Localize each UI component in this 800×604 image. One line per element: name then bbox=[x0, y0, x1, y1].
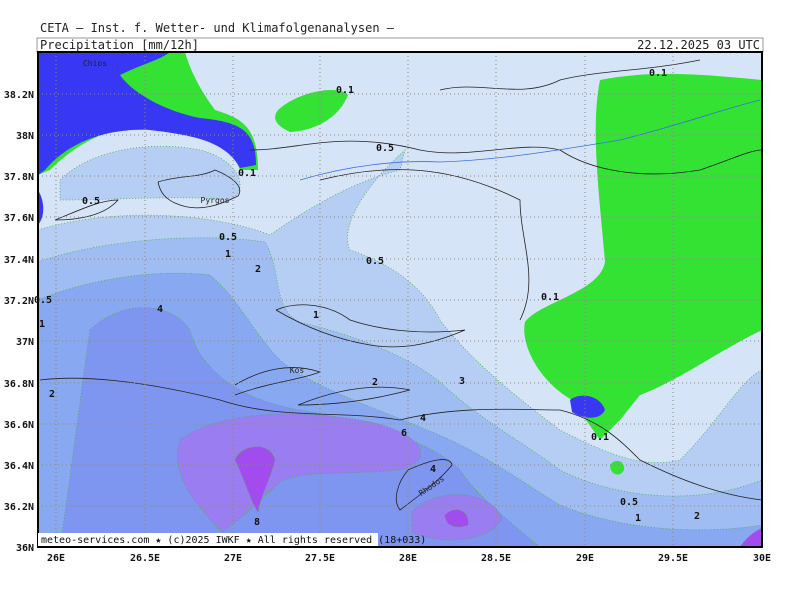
coastline bbox=[319, 169, 530, 321]
y-axis-label: 36N bbox=[16, 543, 34, 554]
y-axis-label: 38N bbox=[16, 131, 34, 142]
y-axis-label: 38.2N bbox=[4, 90, 34, 101]
contour-label: 0.5 bbox=[219, 232, 237, 243]
y-axis-label: 36.6N bbox=[4, 420, 34, 431]
coastline bbox=[249, 140, 762, 175]
coastline bbox=[275, 304, 466, 348]
precip-area bbox=[570, 395, 605, 418]
contour-label: 3 bbox=[459, 376, 465, 387]
contour-label: 0.5 bbox=[366, 256, 384, 267]
precip-area bbox=[739, 527, 762, 547]
precip-area bbox=[38, 190, 44, 225]
precip-area bbox=[59, 145, 241, 201]
contour-label: 0.1 bbox=[649, 68, 667, 79]
place-name: Chios bbox=[83, 59, 107, 68]
contour-label: 0.1 bbox=[238, 168, 256, 179]
y-axis-label: 37.6N bbox=[4, 213, 34, 224]
contour-label: 8 bbox=[254, 517, 260, 528]
coastline bbox=[157, 169, 241, 209]
x-axis-label: 29E bbox=[576, 553, 594, 564]
contour-label: 2 bbox=[694, 511, 700, 522]
x-axis-label: 28E bbox=[399, 553, 417, 564]
footer-box bbox=[38, 533, 378, 546]
y-axis-label: 37.4N bbox=[4, 255, 34, 266]
precip-area bbox=[177, 413, 422, 533]
y-axis-label: 37.8N bbox=[4, 172, 34, 183]
x-axis-label: 27.5E bbox=[305, 553, 335, 564]
coastline bbox=[54, 199, 119, 221]
place-name: Pyrgos bbox=[201, 196, 230, 205]
precip-area bbox=[524, 73, 762, 440]
coastline bbox=[395, 459, 453, 511]
y-axis-label: 36.4N bbox=[4, 461, 34, 472]
precip-area bbox=[234, 446, 276, 514]
y-axis-label: 37.2N bbox=[4, 296, 34, 307]
x-axis-label: 27E bbox=[224, 553, 242, 564]
contour-label: 1 bbox=[39, 319, 45, 330]
x-axis-label: 30E bbox=[753, 553, 771, 564]
y-axis-label: 36.8N bbox=[4, 379, 34, 390]
institute: CETA — Inst. f. Wetter- und Klimafolgena… bbox=[40, 21, 395, 35]
precip-area bbox=[444, 509, 469, 528]
frame bbox=[37, 51, 763, 548]
contour-label: 2 bbox=[372, 377, 378, 388]
contour-label: 6 bbox=[401, 428, 407, 439]
coastline bbox=[439, 59, 701, 91]
contour-label: 1 bbox=[313, 310, 319, 321]
coastline bbox=[39, 377, 762, 501]
contour-label: 4 bbox=[430, 464, 436, 475]
contour-label: 2 bbox=[49, 389, 55, 400]
precip-area bbox=[38, 52, 256, 175]
river bbox=[299, 99, 761, 181]
coastline bbox=[297, 386, 411, 406]
contour-label: 0.5 bbox=[376, 143, 394, 154]
contour-label: 2 bbox=[255, 264, 261, 275]
y-axis-label: 36.2N bbox=[4, 502, 34, 513]
contour-label: 0.5 bbox=[620, 497, 638, 508]
contour-label: 0.5 bbox=[82, 196, 100, 207]
contour-label: 0.1 bbox=[541, 292, 559, 303]
footer: meteo-services.com ★ (c)2025 IWKF ★ All … bbox=[41, 535, 426, 546]
precip-area bbox=[275, 90, 348, 132]
contour-label: 0.1 bbox=[591, 432, 609, 443]
place-name: Kos bbox=[290, 366, 305, 375]
precip-field bbox=[38, 52, 762, 547]
valid-time: 22.12.2025 03 UTC bbox=[637, 38, 760, 52]
precip-area bbox=[610, 460, 625, 475]
contour-label: 4 bbox=[157, 304, 163, 315]
parameter: Precipitation [mm/12h] bbox=[40, 38, 199, 52]
x-axis-label: 26E bbox=[47, 553, 65, 564]
contour-label: 0.5 bbox=[34, 295, 52, 306]
contour-label: 1 bbox=[635, 513, 641, 524]
contour-label: 4 bbox=[420, 413, 426, 424]
x-axis-label: 28.5E bbox=[481, 553, 511, 564]
x-axis-label: 26.5E bbox=[130, 553, 160, 564]
contour-label: 1 bbox=[225, 249, 231, 260]
y-axis-label: 37N bbox=[16, 337, 34, 348]
contour-label: 0.1 bbox=[336, 85, 354, 96]
x-axis-label: 29.5E bbox=[658, 553, 688, 564]
